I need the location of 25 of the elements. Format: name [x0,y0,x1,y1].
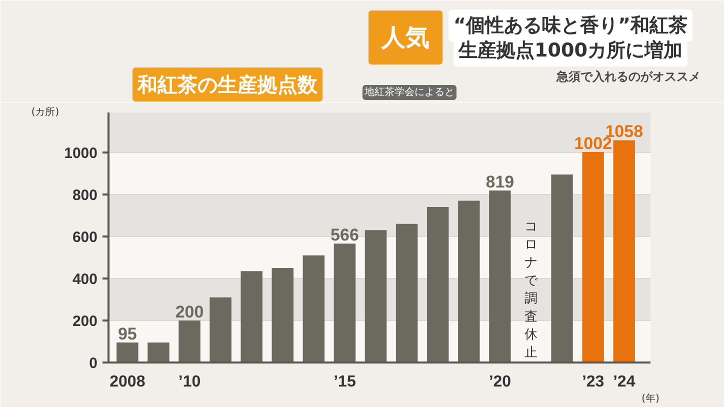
chart-title: 和紅茶の生産拠点数 [136,72,318,96]
x-tick-label: 2008 [110,374,146,390]
y-axis-title: (カ所) [31,106,60,118]
x-tick-label: ’10 [178,374,201,390]
annotation: コロナで調査休止 [524,220,538,360]
data-label: 95 [118,324,137,344]
x-tick-label: ’20 [488,374,512,390]
data-label: 819 [486,172,514,192]
data-label: 566 [330,226,359,245]
x-tick-label: ’23 [582,374,604,390]
text: 生産拠点1000カ所に増加 [458,40,682,62]
y-tick-label: 800 [72,186,98,204]
y-tick-label: 1000 [64,144,98,162]
x-tick-label: ’24 [612,374,636,390]
y-tick-label: 600 [72,228,98,246]
text: 急須で入れるのがオススメ [556,70,700,84]
text: 人気 [380,24,430,52]
x-tick-label: ’15 [334,374,356,390]
text: “個性ある味と香り”和紅茶 [454,14,688,36]
data-label: 200 [175,302,204,322]
y-tick-label: 0 [89,355,98,372]
y-tick-label: 400 [72,270,98,288]
x-axis-title: (年) [642,392,660,404]
text: 地紅茶学会によると [364,86,454,98]
y-tick-label: 200 [72,312,98,330]
